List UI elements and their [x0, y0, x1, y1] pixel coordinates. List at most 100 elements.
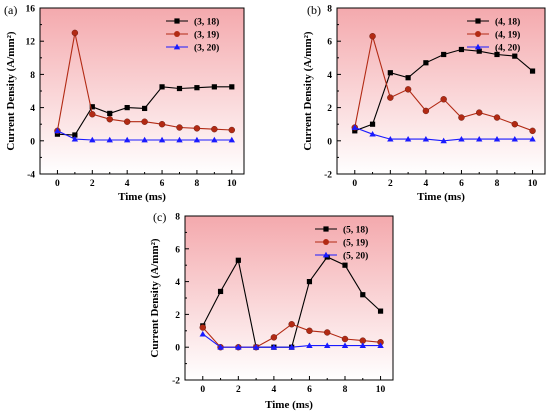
legend: (5, 18) (5, 19) (5, 20): [315, 225, 368, 262]
data-point-circle: [369, 33, 376, 40]
x-axis-title: Time (ms): [118, 191, 166, 203]
y-tick-label: 6: [327, 38, 332, 48]
y-tick-label: 2: [327, 104, 332, 114]
legend-marker-triangle: [173, 43, 181, 50]
x-tick-label: 0: [352, 179, 357, 189]
data-point-triangle: [387, 135, 394, 142]
panel-label: (b): [307, 3, 321, 17]
data-point-square: [194, 85, 200, 91]
data-point-square: [124, 105, 130, 111]
data-point-triangle: [211, 136, 218, 143]
data-point-circle: [422, 107, 430, 115]
data-point-circle: [141, 118, 148, 125]
data-point-square: [72, 132, 78, 138]
data-point-circle: [211, 125, 218, 133]
data-point-triangle: [176, 136, 183, 143]
y-axis-title: Current Density (A/mm²): [5, 31, 17, 151]
data-point-square: [387, 70, 393, 76]
panel-label: (a): [4, 3, 17, 17]
y-tick-label: -2: [172, 377, 180, 387]
legend-marker-circle: [174, 31, 180, 37]
y-tick-label: 8: [30, 71, 35, 81]
data-point-circle: [176, 124, 183, 131]
data-point-circle: [158, 120, 166, 128]
chart-panel-1: (a) -4 0 4 8 12 16 0 2 4 6 8 10 Time (ms) Current Dens…: [4, 3, 245, 203]
data-point-circle: [270, 334, 278, 341]
y-tick-label: 4: [327, 71, 332, 81]
y-tick-label: 4: [30, 104, 35, 114]
x-axis-title: Time (ms): [265, 399, 313, 411]
data-point-circle: [199, 324, 206, 331]
data-point-square: [54, 131, 61, 137]
data-point-triangle: [89, 136, 96, 143]
data-point-circle: [440, 96, 447, 103]
data-point-triangle: [228, 136, 235, 143]
data-point-circle: [228, 126, 235, 134]
x-tick-label: 10: [227, 179, 237, 189]
x-tick-label: 8: [343, 385, 348, 395]
x-tick-label: 2: [388, 179, 393, 189]
data-point-square: [211, 84, 217, 90]
x-tick-label: 4: [424, 179, 429, 189]
data-point-circle: [458, 114, 465, 121]
legend: (3, 18) (3, 19) (3, 20): [166, 17, 219, 54]
x-tick-label: 6: [307, 385, 312, 395]
data-point-triangle: [106, 136, 113, 143]
data-point-triangle: [351, 124, 358, 130]
data-point-triangle: [458, 135, 465, 142]
data-point-circle: [341, 335, 349, 343]
legend-marker-triangle: [474, 43, 482, 50]
x-tick-label: 6: [160, 179, 165, 189]
x-tick-label: 8: [495, 179, 500, 189]
data-point-circle: [387, 94, 394, 101]
data-point-circle: [493, 114, 501, 121]
plot-background: [185, 216, 393, 380]
data-point-square: [405, 75, 411, 81]
data-point-circle: [106, 116, 113, 123]
x-tick-label: 8: [195, 179, 200, 189]
data-point-square: [377, 308, 384, 314]
data-point-triangle: [270, 344, 278, 350]
data-point-triangle: [324, 342, 331, 348]
y-tick-label: 6: [175, 245, 180, 255]
x-axis-title: Time (ms): [417, 191, 465, 203]
data-point-square: [176, 85, 183, 92]
data-point-square: [360, 292, 366, 298]
data-point-circle: [193, 125, 201, 132]
series-3: [199, 330, 384, 350]
legend-label: (5, 18): [343, 225, 368, 236]
y-tick-label: -4: [27, 171, 35, 181]
data-point-triangle: [141, 136, 148, 143]
data-point-circle: [476, 109, 483, 116]
data-point-square: [306, 279, 313, 285]
data-point-circle: [71, 29, 79, 37]
legend-label: (4, 19): [495, 30, 520, 41]
data-point-circle: [511, 120, 518, 128]
data-point-triangle: [476, 135, 483, 142]
data-point-triangle: [377, 342, 384, 348]
panel-label: (c): [153, 210, 166, 224]
y-tick-label: 12: [26, 38, 36, 48]
data-point-triangle: [359, 342, 366, 348]
data-point-square: [107, 110, 113, 117]
legend-label: (3, 18): [194, 17, 219, 28]
data-point-square: [142, 105, 148, 112]
x-tick-label: 2: [236, 385, 241, 395]
legend-label: (5, 19): [343, 238, 368, 249]
data-point-triangle: [493, 135, 501, 142]
data-point-triangle: [306, 342, 313, 348]
data-point-square: [529, 68, 536, 74]
data-point-triangle: [422, 135, 430, 142]
data-point-triangle: [217, 344, 224, 350]
data-point-square: [423, 60, 429, 66]
data-point-square: [476, 48, 482, 54]
data-point-square: [458, 46, 465, 53]
y-tick-label: 0: [327, 137, 332, 147]
x-tick-label: 10: [528, 179, 538, 189]
chart-panel-3: (c) -2 0 2 4 6 8 0 2 4 6 8 10 Time (ms) Current Densit…: [149, 210, 394, 411]
legend-marker-triangle: [322, 251, 330, 258]
y-tick-label: 8: [175, 213, 180, 223]
x-tick-label: 2: [90, 179, 95, 189]
chart-panel-2: (b) -2 0 2 4 6 8 0 2 4 6 8 10 Time (ms) Current Densit…: [302, 3, 546, 203]
